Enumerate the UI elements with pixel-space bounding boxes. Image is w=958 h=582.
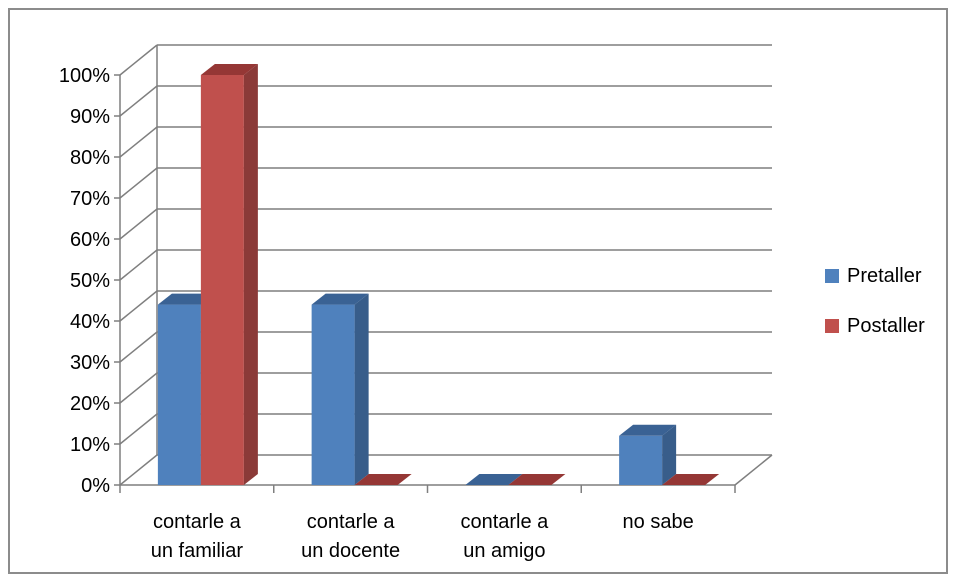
category-label: contarle a	[307, 511, 396, 533]
bar-postaller-top	[200, 64, 258, 75]
legend-swatch-postaller	[825, 319, 839, 333]
gridline-depth	[119, 208, 158, 240]
y-tick-label: 100%	[59, 65, 110, 87]
bar-postaller-top	[508, 474, 566, 485]
legend-label-postaller: Postaller	[847, 315, 925, 337]
bar-pretaller-top	[619, 424, 677, 436]
legend-swatch-pretaller	[825, 269, 839, 283]
category-label: un docente	[301, 540, 400, 562]
bar-postaller-side	[243, 64, 258, 485]
bar-pretaller-front	[311, 304, 355, 485]
bar-pretaller-front	[157, 304, 201, 485]
gridline-depth	[119, 44, 158, 76]
category-label: un amigo	[463, 540, 545, 562]
category-label: no sabe	[623, 511, 694, 533]
bar-pretaller-top	[311, 293, 369, 305]
bar-pretaller-side	[354, 293, 369, 485]
gridline-depth	[119, 372, 158, 404]
category-label: contarle a	[153, 511, 242, 533]
y-tick-label: 80%	[70, 147, 110, 169]
y-tick-label: 60%	[70, 229, 110, 251]
bar-pretaller-front	[619, 435, 663, 485]
y-tick-label: 40%	[70, 311, 110, 333]
bar-pretaller-side	[662, 424, 677, 485]
legend-label-pretaller: Pretaller	[847, 265, 922, 287]
y-tick-label: 0%	[81, 475, 110, 497]
y-tick-label: 20%	[70, 393, 110, 415]
gridline-depth	[119, 249, 158, 281]
bar-postaller-top	[662, 474, 720, 485]
y-tick-label: 30%	[70, 352, 110, 374]
gridline-depth	[119, 290, 158, 322]
gridline-depth	[119, 413, 158, 445]
gridline-depth	[119, 454, 158, 486]
gridline-depth	[119, 167, 158, 199]
bar-pretaller-top	[465, 474, 523, 485]
bar-postaller-front	[200, 75, 244, 485]
gridline-depth	[119, 331, 158, 363]
y-tick-label: 50%	[70, 270, 110, 292]
category-label: contarle a	[460, 511, 549, 533]
gridline-depth	[119, 85, 158, 117]
gridline-depth	[119, 126, 158, 158]
y-tick-label: 90%	[70, 106, 110, 128]
y-tick-label: 70%	[70, 188, 110, 210]
floor-right-edge	[734, 454, 773, 486]
bar-pretaller-top	[157, 293, 215, 305]
category-label: un familiar	[151, 540, 244, 562]
y-tick-label: 10%	[70, 434, 110, 456]
bar-postaller-top	[354, 474, 412, 485]
